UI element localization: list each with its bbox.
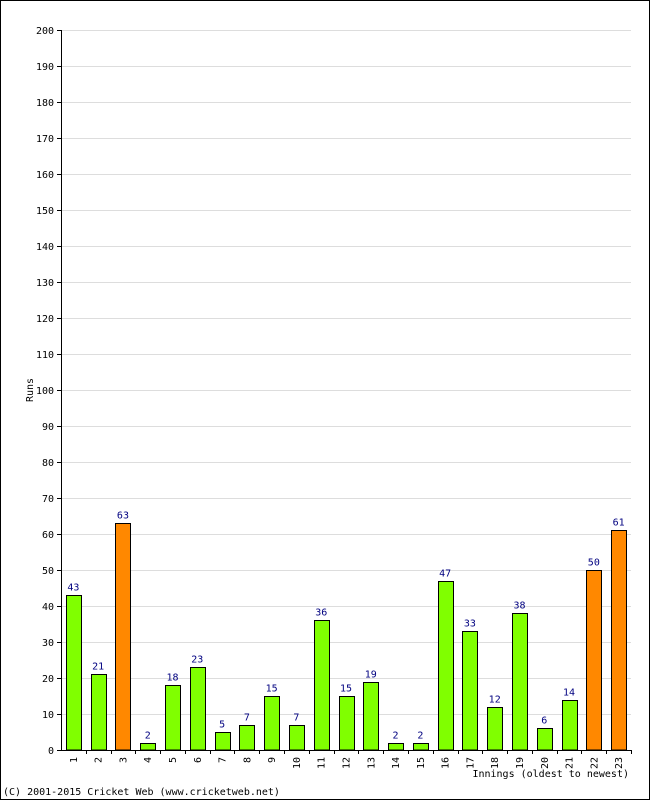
bar-innings-4 — [140, 743, 156, 751]
value-label: 33 — [464, 619, 476, 630]
value-label: 23 — [191, 655, 203, 666]
value-label: 47 — [439, 569, 451, 580]
x-tick-label: 18 — [490, 757, 501, 769]
value-label: 63 — [117, 511, 129, 522]
bar-innings-2 — [91, 674, 107, 751]
x-tick-label: 12 — [342, 757, 353, 769]
y-axis-title: Runs — [25, 378, 36, 402]
x-tick-label: 16 — [441, 757, 452, 769]
bar-innings-12 — [339, 696, 355, 751]
x-tick-label: 7 — [218, 757, 229, 763]
bar-innings-5 — [165, 685, 181, 751]
bar-innings-20 — [537, 728, 553, 751]
y-tick-label: 150 — [36, 206, 54, 217]
x-tick-label: 6 — [193, 757, 204, 763]
bar-innings-7 — [215, 732, 231, 751]
y-tick-label: 160 — [36, 170, 54, 181]
bar-innings-8 — [239, 725, 255, 751]
bar-innings-22 — [586, 570, 602, 751]
bar-innings-18 — [487, 707, 503, 751]
x-tick-label: 21 — [565, 757, 576, 769]
y-tick-label: 120 — [36, 314, 54, 325]
bar-innings-21 — [562, 700, 578, 751]
x-tick-label: 19 — [515, 757, 526, 769]
bar-innings-14 — [388, 743, 404, 751]
x-tick-label: 22 — [589, 757, 600, 769]
value-label: 12 — [489, 695, 501, 706]
x-tick-label: 8 — [242, 757, 253, 763]
y-tick-label: 90 — [42, 422, 54, 433]
value-label: 15 — [266, 684, 278, 695]
y-tick-label: 110 — [36, 350, 54, 361]
y-tick-label: 80 — [42, 458, 54, 469]
value-label: 19 — [365, 670, 377, 681]
x-tick-label: 10 — [292, 757, 303, 769]
x-axis-title: Innings (oldest to newest) — [472, 769, 629, 780]
x-tick-label: 3 — [118, 757, 129, 763]
value-label: 2 — [393, 731, 399, 742]
value-label: 50 — [588, 558, 600, 569]
bar-innings-17 — [462, 631, 478, 751]
value-label: 14 — [563, 688, 575, 699]
y-tick-label: 50 — [42, 566, 54, 577]
x-tick-label: 23 — [614, 757, 625, 769]
bar-innings-3 — [115, 523, 131, 751]
x-tick-label: 20 — [540, 757, 551, 769]
value-label: 18 — [166, 673, 178, 684]
x-tick-label: 15 — [416, 757, 427, 769]
bar-innings-1 — [66, 595, 82, 751]
copyright-text: (C) 2001-2015 Cricket Web (www.cricketwe… — [3, 787, 280, 798]
bar-innings-19 — [512, 613, 528, 751]
value-label: 61 — [613, 518, 625, 529]
y-tick-label: 200 — [36, 26, 54, 37]
x-tick-label: 2 — [94, 757, 105, 763]
y-tick-label: 100 — [36, 386, 54, 397]
bar-innings-13 — [363, 682, 379, 751]
value-label: 36 — [315, 608, 327, 619]
x-tick-label: 9 — [267, 757, 278, 763]
bar-innings-11 — [314, 620, 330, 751]
y-tick-label: 60 — [42, 530, 54, 541]
bar-innings-15 — [413, 743, 429, 751]
value-label: 5 — [219, 720, 225, 731]
bar-innings-23 — [611, 530, 627, 751]
x-tick-label: 5 — [168, 757, 179, 763]
x-tick-label: 4 — [143, 757, 154, 763]
x-tick-label: 13 — [366, 757, 377, 769]
value-label: 38 — [513, 601, 525, 612]
grid-lines — [61, 30, 631, 715]
axes: 0102030405060708090100110120130140150160… — [36, 26, 632, 769]
value-label: 21 — [92, 662, 104, 673]
x-tick-label: 11 — [317, 757, 328, 769]
y-tick-label: 130 — [36, 278, 54, 289]
y-tick-label: 40 — [42, 602, 54, 613]
y-tick-label: 10 — [42, 710, 54, 721]
y-tick-label: 140 — [36, 242, 54, 253]
value-label: 7 — [293, 713, 299, 724]
x-tick-label: 1 — [69, 757, 80, 763]
value-label: 43 — [67, 583, 79, 594]
y-tick-label: 30 — [42, 638, 54, 649]
y-tick-label: 70 — [42, 494, 54, 505]
y-tick-label: 20 — [42, 674, 54, 685]
value-labels: 43 21 63 2 18 23 5 7 15 7 36 15 19 2 2 47 33 12 38 6 14 50 61 — [67, 511, 624, 742]
value-label: 2 — [145, 731, 151, 742]
y-tick-label: 190 — [36, 62, 54, 73]
value-label: 6 — [541, 716, 547, 727]
bar-innings-10 — [289, 725, 305, 751]
bar-innings-16 — [438, 581, 454, 751]
x-tick-label: 14 — [391, 757, 402, 769]
value-label: 7 — [244, 713, 250, 724]
y-tick-label: 180 — [36, 98, 54, 109]
x-tick-label: 17 — [465, 757, 476, 769]
value-label: 2 — [417, 731, 423, 742]
y-tick-label: 170 — [36, 134, 54, 145]
bar-innings-9 — [264, 696, 280, 751]
bar-innings-6 — [190, 667, 206, 751]
value-label: 15 — [340, 684, 352, 695]
bars — [66, 523, 627, 751]
y-tick-label: 0 — [48, 746, 54, 757]
